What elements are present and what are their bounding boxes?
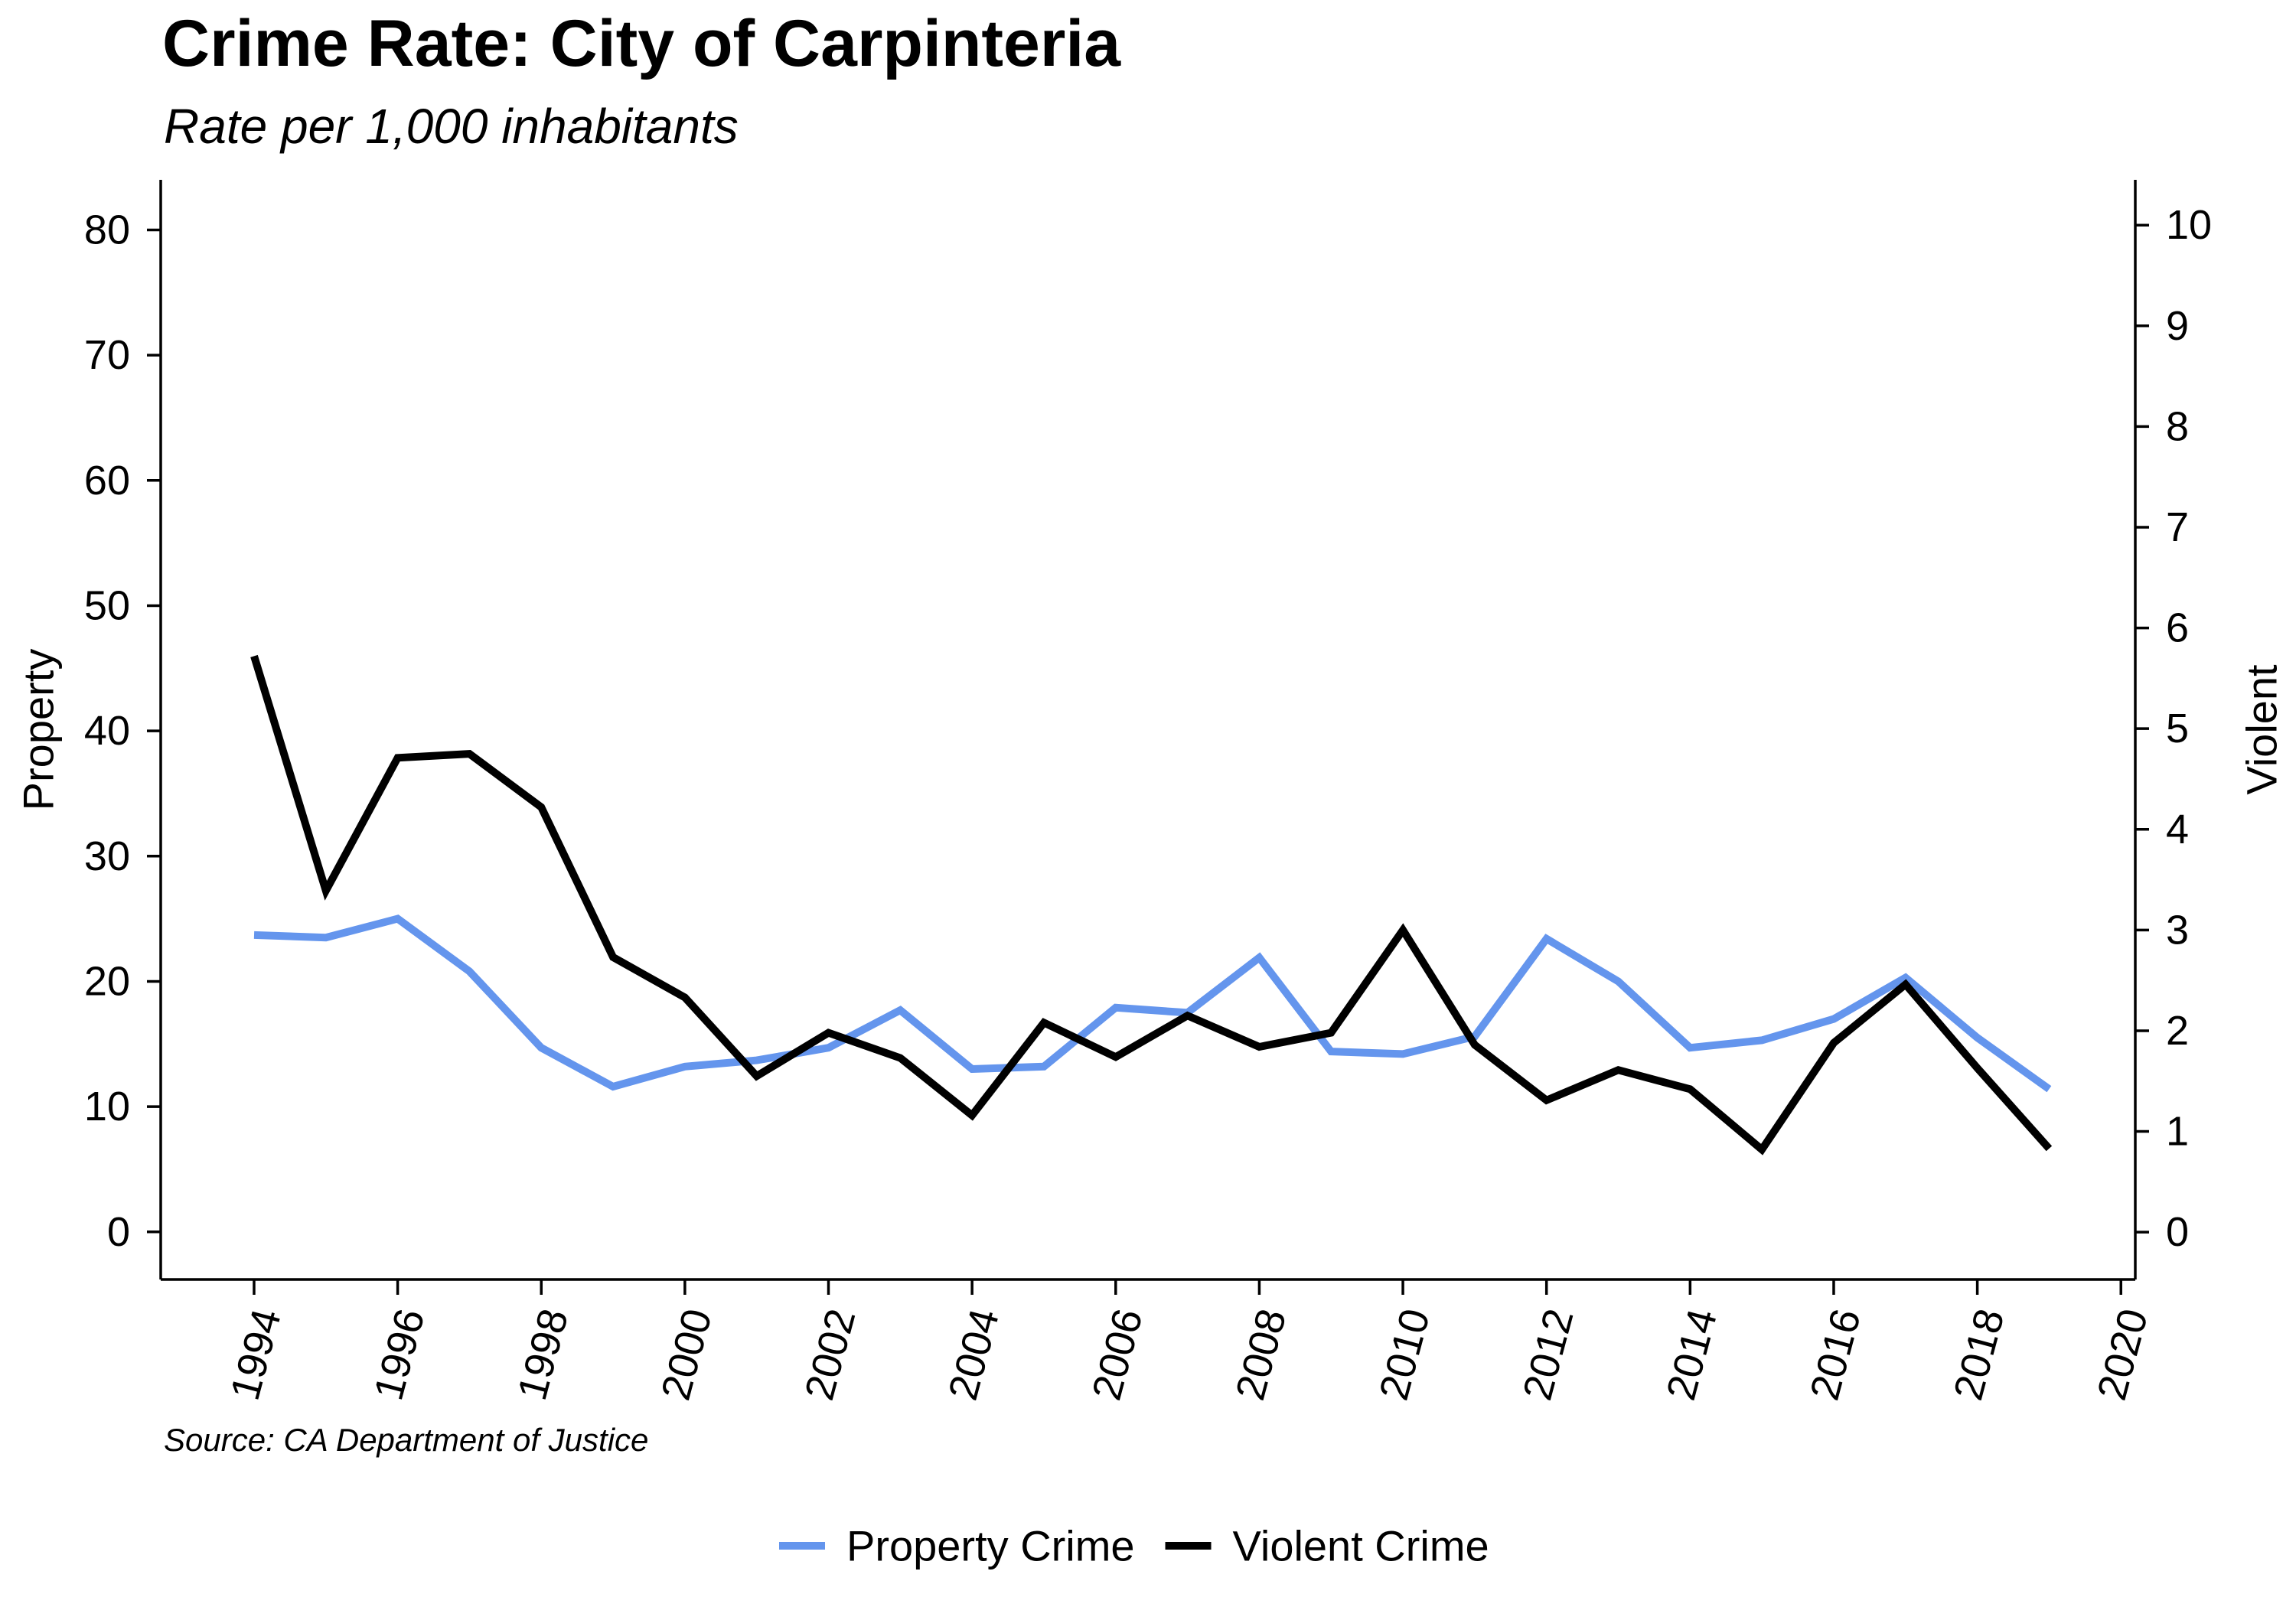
y-left-tick-label: 70 bbox=[84, 332, 130, 378]
series-layer bbox=[250, 654, 2053, 1156]
property-crimeseries-line bbox=[253, 914, 2052, 1093]
x-tick-label: 2006 bbox=[1084, 1304, 1152, 1405]
y-axis-left-title: Property bbox=[15, 649, 63, 811]
x-tick-label: 2002 bbox=[796, 1304, 864, 1405]
y-right-tick-label: 8 bbox=[2166, 403, 2189, 449]
x-tick-label: 2012 bbox=[1515, 1304, 1583, 1405]
legend-label: Violent Crime bbox=[1233, 1522, 1489, 1570]
x-tick-label: 1996 bbox=[366, 1304, 434, 1405]
chart-title: Crime Rate: City of Carpinteria bbox=[162, 7, 1121, 80]
y-left-tick-label: 50 bbox=[84, 582, 130, 628]
y-left-tick-label: 0 bbox=[107, 1209, 130, 1255]
x-tick-label: 2016 bbox=[1802, 1304, 1870, 1405]
axes-layer: 0 10 20 30 40 50 60 70 80 0 1 2 3 4 5 6 7 8 9 10 1994 1996 199… bbox=[15, 180, 2286, 1405]
x-tick-label: 2020 bbox=[2089, 1304, 2157, 1405]
y-right-tick-label: 6 bbox=[2166, 605, 2189, 651]
x-tick-label: 2000 bbox=[653, 1304, 721, 1405]
y-left-tick-label: 10 bbox=[84, 1084, 130, 1129]
y-right-tick-label: 5 bbox=[2166, 706, 2189, 751]
y-left-tick-label: 60 bbox=[84, 458, 130, 504]
x-tick-label: 2004 bbox=[940, 1304, 1008, 1405]
y-left-tick-label: 30 bbox=[84, 833, 130, 879]
y-right-tick-label: 0 bbox=[2166, 1209, 2189, 1255]
y-right-tick-label: 7 bbox=[2166, 504, 2189, 550]
y-right-tick-label: 1 bbox=[2166, 1109, 2189, 1155]
chart-subtitle: Rate per 1,000 inhabitants bbox=[164, 99, 739, 154]
y-right-tick-label: 10 bbox=[2166, 202, 2212, 248]
x-tick-label: 2008 bbox=[1227, 1304, 1295, 1405]
x-tick-label: 1994 bbox=[222, 1304, 290, 1405]
y-left-tick-label: 80 bbox=[84, 207, 130, 253]
y-right-tick-label: 9 bbox=[2166, 303, 2189, 349]
x-tick-label: 2018 bbox=[1945, 1304, 2014, 1405]
chart-source-note: Source: CA Department of Justice bbox=[164, 1422, 649, 1458]
y-left-tick-label: 20 bbox=[84, 958, 130, 1004]
y-right-tick-label: 2 bbox=[2166, 1008, 2189, 1054]
y-left-tick-label: 40 bbox=[84, 708, 130, 754]
violent-crimeseries-line bbox=[250, 654, 2053, 1156]
legend: Property Crime Violent Crime bbox=[779, 1522, 1489, 1570]
y-right-tick-label: 4 bbox=[2166, 807, 2189, 852]
x-tick-label: 1998 bbox=[509, 1304, 577, 1405]
x-tick-label: 2014 bbox=[1658, 1304, 1726, 1405]
y-axis-right-title: Violent bbox=[2238, 664, 2286, 795]
y-right-tick-label: 3 bbox=[2166, 907, 2189, 953]
legend-label: Property Crime bbox=[846, 1522, 1135, 1570]
x-tick-label: 2010 bbox=[1371, 1304, 1439, 1405]
